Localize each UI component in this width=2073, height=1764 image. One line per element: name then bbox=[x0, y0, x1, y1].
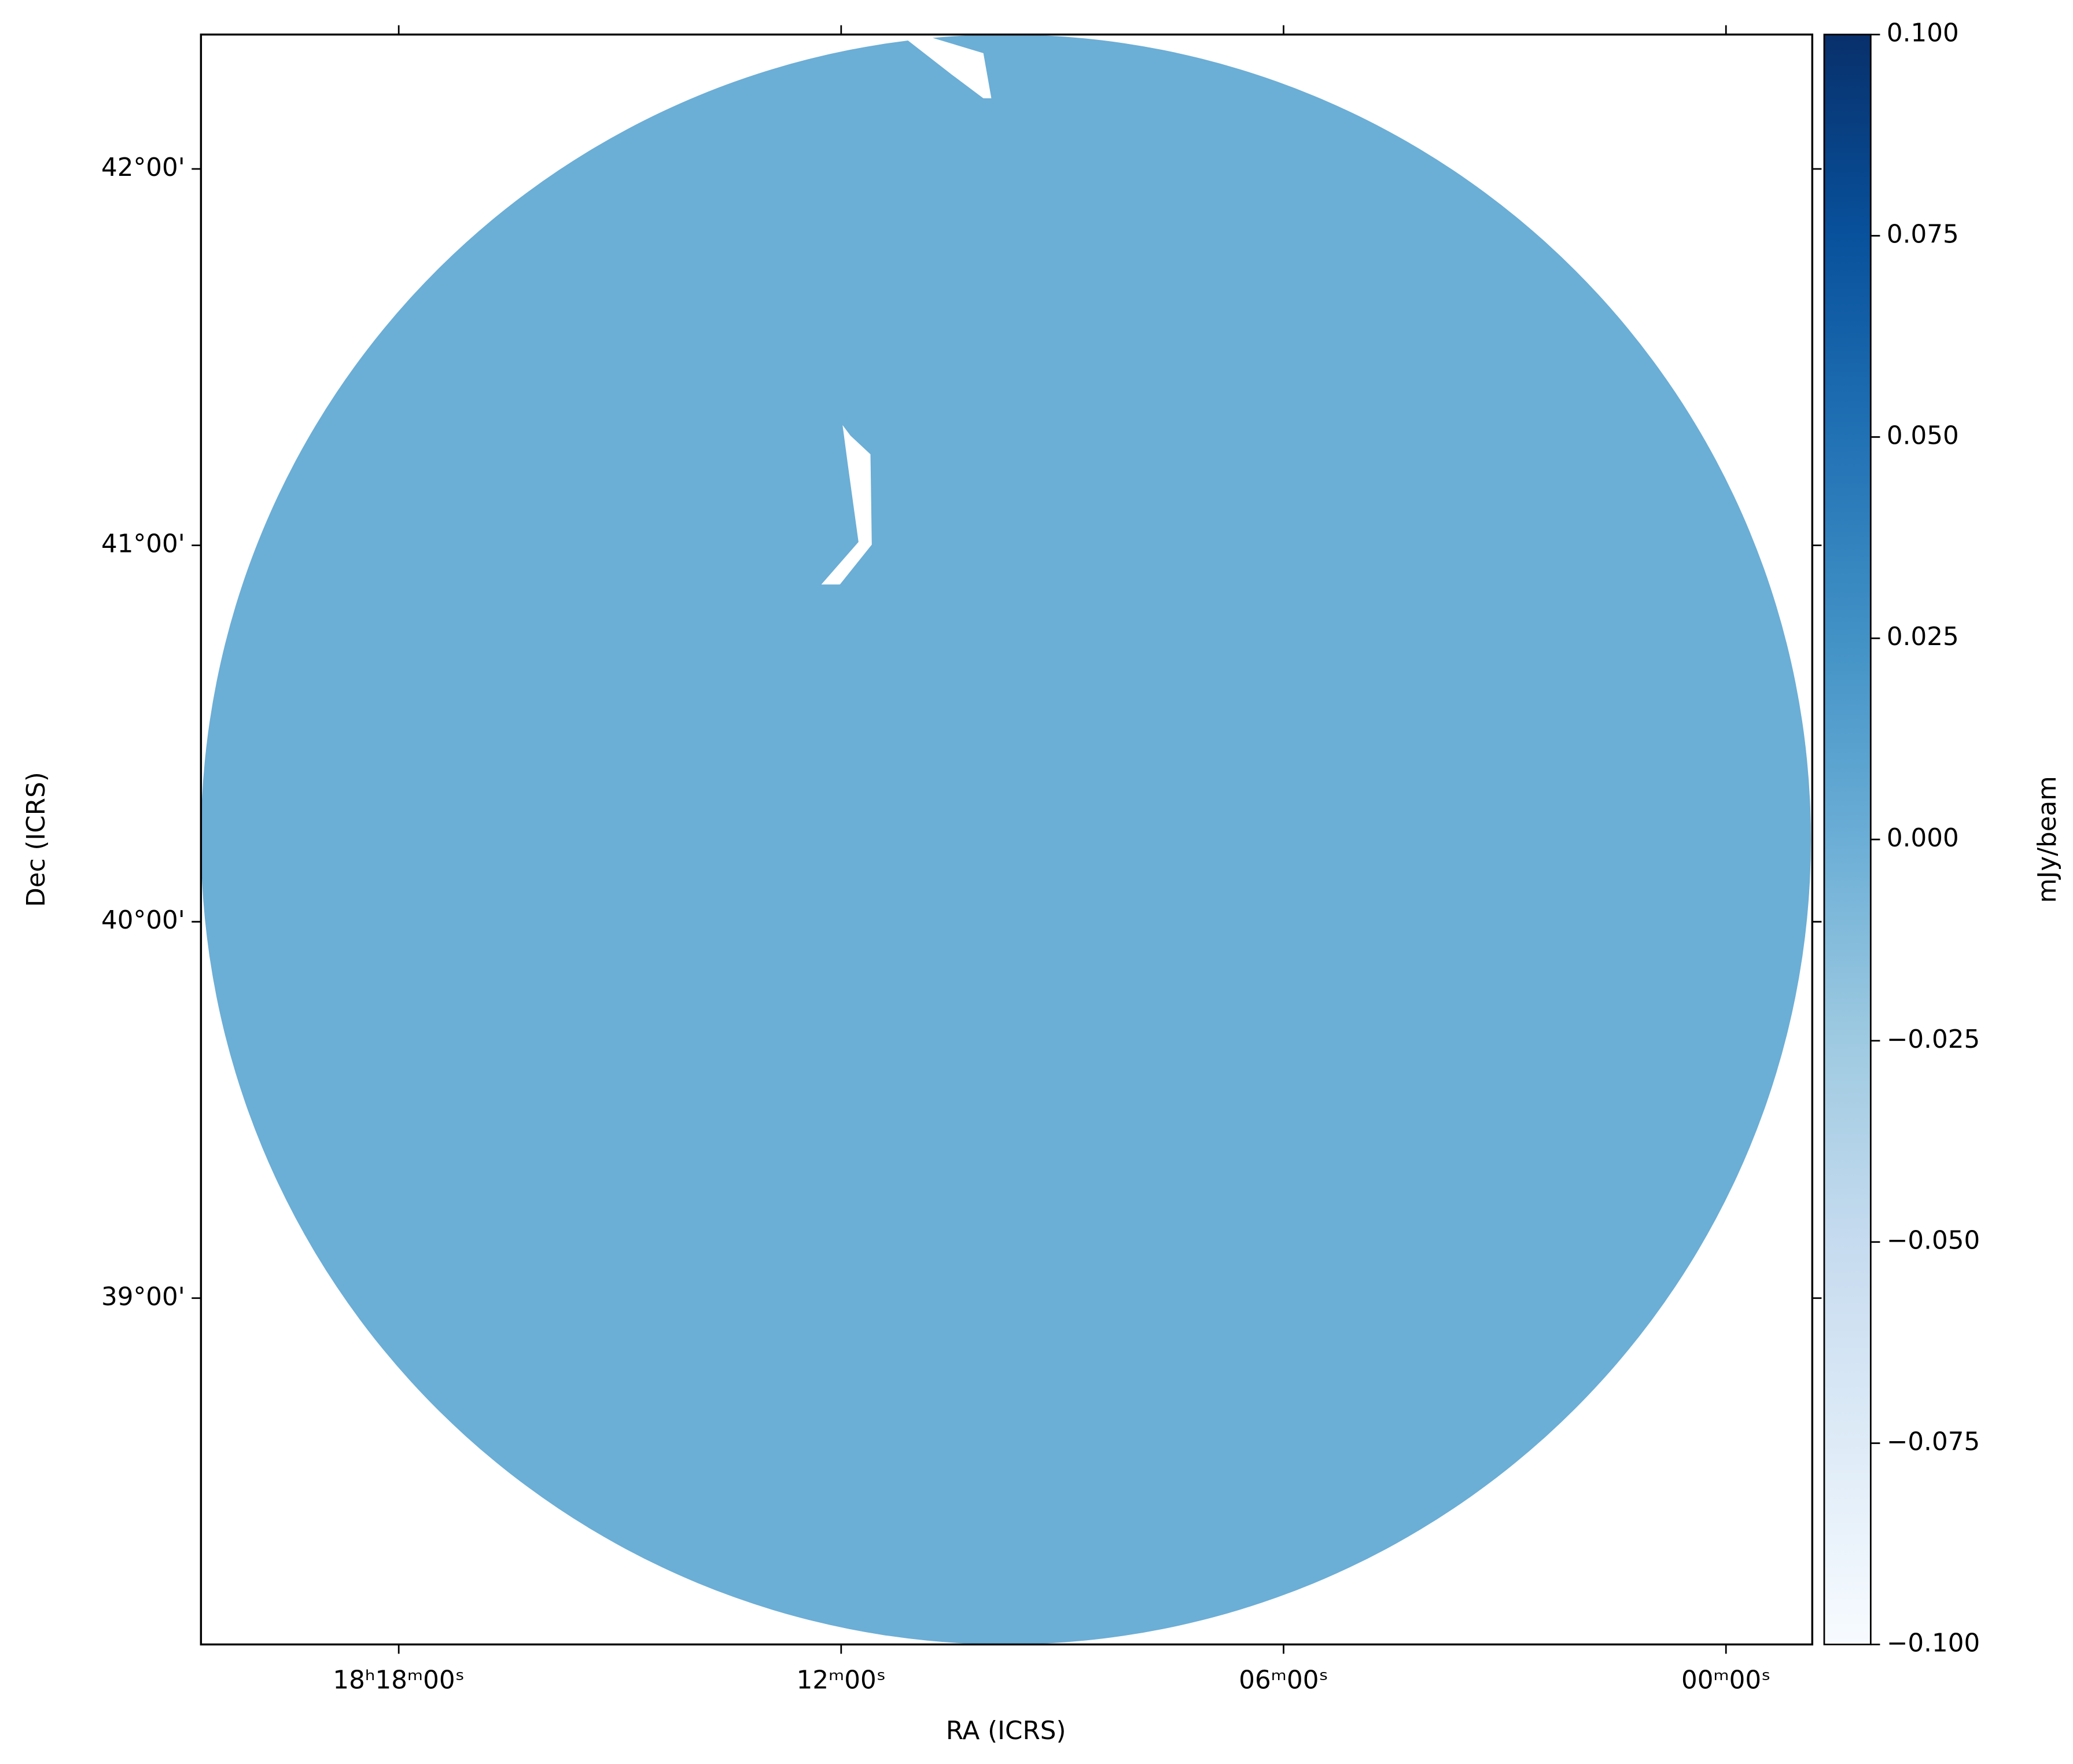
plot-frame bbox=[200, 33, 1814, 1646]
x-tick-label: 00ᵐ00ˢ bbox=[1681, 1666, 1770, 1695]
colorbar-tick-label: 0.075 bbox=[1887, 220, 1959, 249]
x-tick-label: 12ᵐ00ˢ bbox=[797, 1666, 886, 1695]
colorbar-tick-label: 0.025 bbox=[1887, 623, 1959, 651]
colorbar-tick-label: −0.050 bbox=[1887, 1227, 1980, 1255]
colorbar-tick-label: 0.000 bbox=[1887, 824, 1959, 853]
sky-image bbox=[201, 34, 1811, 1645]
y-tick-label: 40°00' bbox=[101, 906, 185, 935]
y-tick-label: 39°00' bbox=[101, 1283, 185, 1312]
colorbar-tick-label: 0.100 bbox=[1887, 19, 1959, 48]
y-tick-label: 42°00' bbox=[101, 153, 185, 182]
colorbar-tick-label: −0.100 bbox=[1887, 1629, 1980, 1658]
colorbar-tick-label: −0.025 bbox=[1887, 1025, 1980, 1054]
colorbar-tick-label: −0.075 bbox=[1887, 1428, 1980, 1457]
colorbar bbox=[1823, 34, 1872, 1645]
y-axis-label: Dec (ICRS) bbox=[22, 772, 51, 907]
mask-gap bbox=[903, 37, 992, 98]
x-tick-label: 06ᵐ00ˢ bbox=[1239, 1666, 1328, 1695]
x-tick-label: 18ʰ18ᵐ00ˢ bbox=[333, 1666, 465, 1695]
y-tick-label: 41°00' bbox=[101, 530, 185, 559]
x-axis-label: RA (ICRS) bbox=[946, 1717, 1066, 1745]
colorbar-tick-label: 0.050 bbox=[1887, 421, 1959, 450]
colorbar-label: mJy/beam bbox=[2033, 776, 2062, 903]
mask-gap bbox=[821, 425, 872, 585]
